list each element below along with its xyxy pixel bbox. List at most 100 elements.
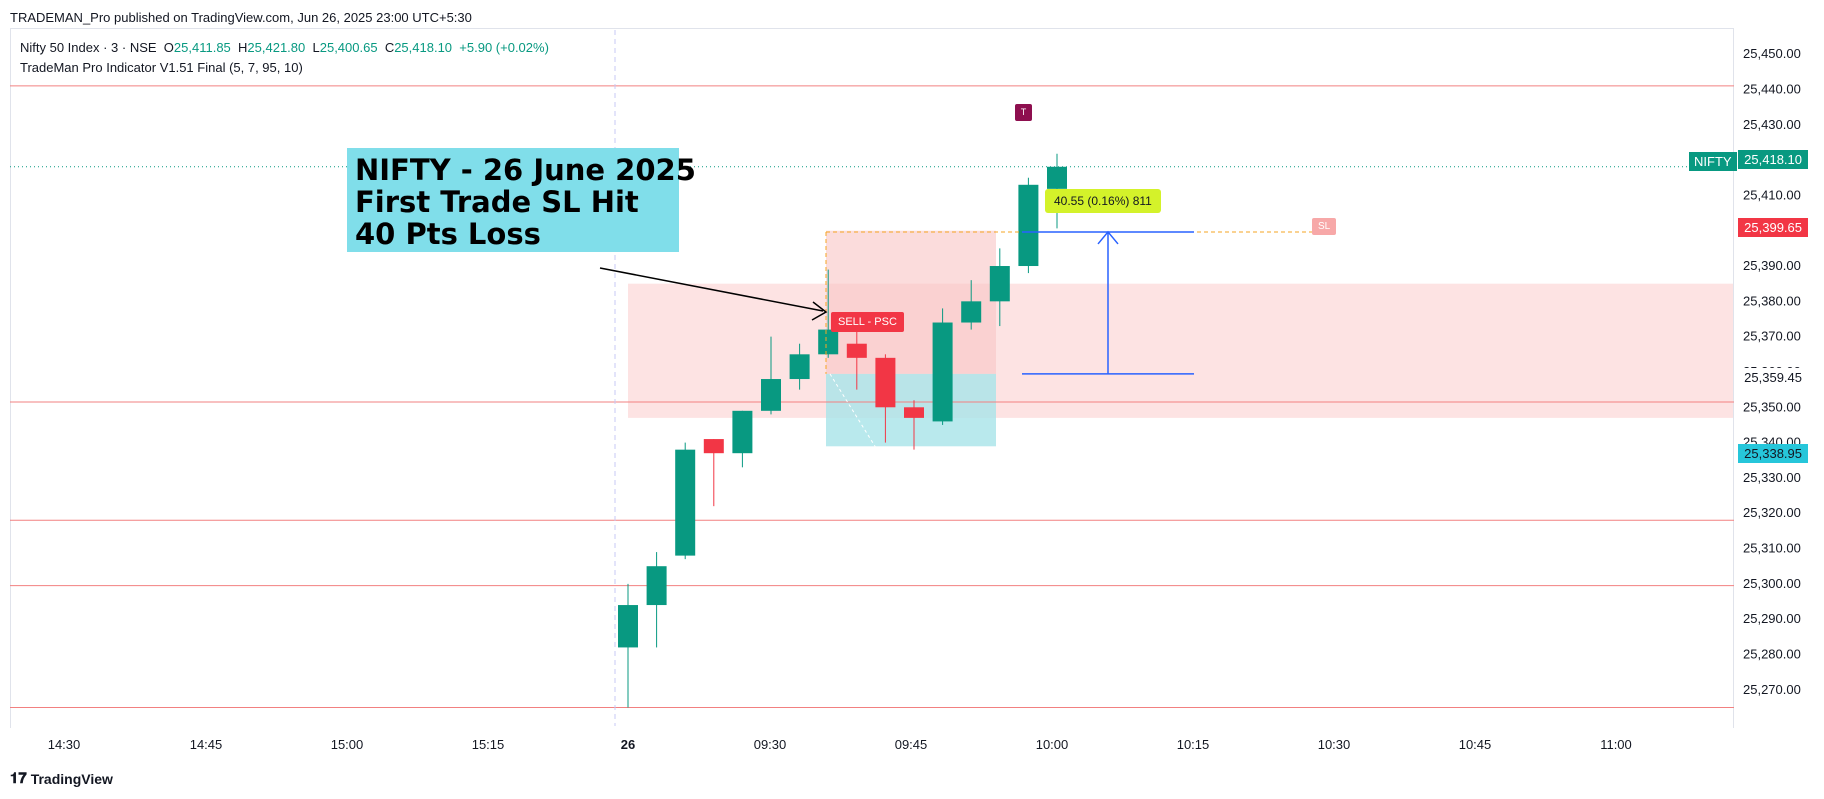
y-tick-label: 25,380.00 bbox=[1743, 293, 1801, 308]
x-tick-label: 26 bbox=[621, 737, 635, 752]
y-tick-label: 25,350.00 bbox=[1743, 399, 1801, 414]
last-price-tag: 25,418.10 bbox=[1738, 150, 1808, 169]
footer-brand[interactable]: 𝟏𝟕 TradingView bbox=[10, 770, 113, 787]
candle-body bbox=[646, 566, 667, 606]
candle-body bbox=[989, 266, 1010, 302]
y-tick-label: 25,370.00 bbox=[1743, 329, 1801, 344]
candle bbox=[1018, 177, 1039, 274]
candle bbox=[932, 308, 953, 425]
legend-l-value: 25,400.65 bbox=[319, 40, 378, 55]
candle-body bbox=[761, 379, 781, 411]
candle bbox=[675, 442, 696, 560]
target-price-tag: 25,338.95 bbox=[1738, 444, 1808, 463]
candle bbox=[989, 248, 1010, 327]
x-tick-label: 09:45 bbox=[895, 737, 928, 752]
symbol-tag: NIFTY bbox=[1689, 152, 1737, 171]
entry-price-tag: 25,359.45 bbox=[1738, 368, 1808, 387]
sl-price-tag: 25,399.65 bbox=[1738, 218, 1808, 237]
trade-path bbox=[829, 373, 881, 455]
x-tick-label: 10:30 bbox=[1318, 737, 1351, 752]
candle-body bbox=[703, 439, 724, 454]
candle bbox=[961, 280, 982, 330]
y-tick-label: 25,450.00 bbox=[1743, 46, 1801, 61]
legend-h-label: H bbox=[238, 40, 248, 55]
annotation-line3: 40 Pts Loss bbox=[355, 217, 541, 251]
y-tick-label: 25,280.00 bbox=[1743, 646, 1801, 661]
legend-indicator[interactable]: TradeMan Pro Indicator V1.51 Final (5, 7… bbox=[20, 60, 303, 75]
time-axis: 14:30 14:45 15:00 15:15 26 09:30 09:45 10:00 10:… bbox=[48, 737, 1632, 752]
level-lines bbox=[10, 85, 1734, 708]
legend-l-label: L bbox=[312, 40, 320, 55]
sl-label[interactable]: SL bbox=[1312, 218, 1337, 235]
legend-c-value: 25,418.10 bbox=[394, 40, 453, 55]
measure-arrowhead bbox=[1097, 230, 1119, 245]
candle bbox=[761, 336, 781, 415]
candle bbox=[703, 439, 724, 507]
y-tick-label: 25,330.00 bbox=[1743, 470, 1801, 485]
pointer-arrow bbox=[599, 267, 824, 312]
pointer-arrowhead bbox=[811, 301, 828, 321]
t-marker-icon[interactable]: T bbox=[1015, 104, 1032, 121]
candle bbox=[818, 269, 839, 358]
y-tick-label: 25,270.00 bbox=[1743, 682, 1801, 697]
candle-body bbox=[932, 322, 953, 422]
x-tick-label: 09:30 bbox=[754, 737, 787, 752]
zones bbox=[628, 230, 1733, 447]
measure-label[interactable]: 40.55 (0.16%) 811 bbox=[1045, 189, 1161, 213]
x-tick-label: 14:30 bbox=[48, 737, 81, 752]
legend-change: +5.90 (+0.02%) bbox=[459, 40, 549, 55]
legend-o-value: 25,411.85 bbox=[173, 40, 231, 55]
x-tick-label: 10:45 bbox=[1459, 737, 1492, 752]
candle-body bbox=[618, 605, 638, 648]
overlays bbox=[599, 230, 1320, 455]
legend-o-label: O bbox=[163, 40, 174, 55]
candle bbox=[846, 329, 867, 390]
candle-body bbox=[904, 407, 924, 418]
candle bbox=[618, 583, 638, 708]
candles bbox=[618, 153, 1067, 708]
candle bbox=[789, 343, 810, 390]
x-tick-label: 15:00 bbox=[331, 737, 364, 752]
candle bbox=[875, 354, 896, 443]
x-tick-label: 11:00 bbox=[1600, 737, 1632, 752]
candle bbox=[904, 400, 924, 450]
legend-symbol[interactable]: Nifty 50 Index · 3 · NSE bbox=[20, 40, 157, 55]
legend-h-value: 25,421.80 bbox=[247, 40, 306, 55]
supply-zone bbox=[628, 283, 1733, 418]
footer-brand-text: TradingView bbox=[30, 770, 113, 787]
annotation-box[interactable]: NIFTY - 26 June 2025 First Trade SL Hit … bbox=[347, 148, 696, 252]
x-tick-label: 10:00 bbox=[1036, 737, 1069, 752]
y-tick-label: 25,410.00 bbox=[1743, 187, 1801, 202]
legend-ohlc: Nifty 50 Index · 3 · NSE O25,411.85 H25,… bbox=[20, 40, 549, 55]
x-tick-label: 15:15 bbox=[472, 737, 505, 752]
legend-c-label: C bbox=[384, 40, 395, 55]
x-tick-label: 10:15 bbox=[1177, 737, 1210, 752]
candle-body bbox=[1047, 166, 1067, 189]
y-tick-label: 25,300.00 bbox=[1743, 576, 1801, 591]
y-tick-label: 25,290.00 bbox=[1743, 611, 1801, 626]
sell-signal-label[interactable]: SELL - PSC bbox=[831, 312, 904, 332]
candle-body bbox=[818, 329, 839, 355]
candle-body bbox=[875, 357, 896, 408]
published-line: TRADEMAN_Pro published on TradingView.co… bbox=[10, 10, 472, 25]
tradingview-logo-icon: 𝟏𝟕 bbox=[10, 770, 27, 787]
chart-pane[interactable] bbox=[10, 28, 1734, 728]
candle-body bbox=[961, 301, 982, 323]
y-tick-label: 25,320.00 bbox=[1743, 505, 1801, 520]
candle-body bbox=[675, 449, 696, 556]
annotation-line2: First Trade SL Hit bbox=[355, 185, 639, 219]
candle-body bbox=[846, 343, 867, 358]
x-tick-label: 14:45 bbox=[190, 737, 223, 752]
y-tick-label: 25,390.00 bbox=[1743, 258, 1801, 273]
price-axis: 25,270.00 25,280.00 25,290.00 25,300.00 25,3… bbox=[1743, 46, 1801, 697]
candle-body bbox=[1018, 184, 1039, 267]
y-tick-label: 25,310.00 bbox=[1743, 541, 1801, 556]
y-tick-label: 25,440.00 bbox=[1743, 81, 1801, 96]
candle bbox=[732, 410, 753, 468]
candle-body bbox=[732, 410, 753, 454]
y-tick-label: 25,430.00 bbox=[1743, 117, 1801, 132]
candle bbox=[646, 552, 667, 648]
candle-body bbox=[789, 354, 810, 380]
annotation-line1: NIFTY - 26 June 2025 bbox=[355, 153, 696, 187]
